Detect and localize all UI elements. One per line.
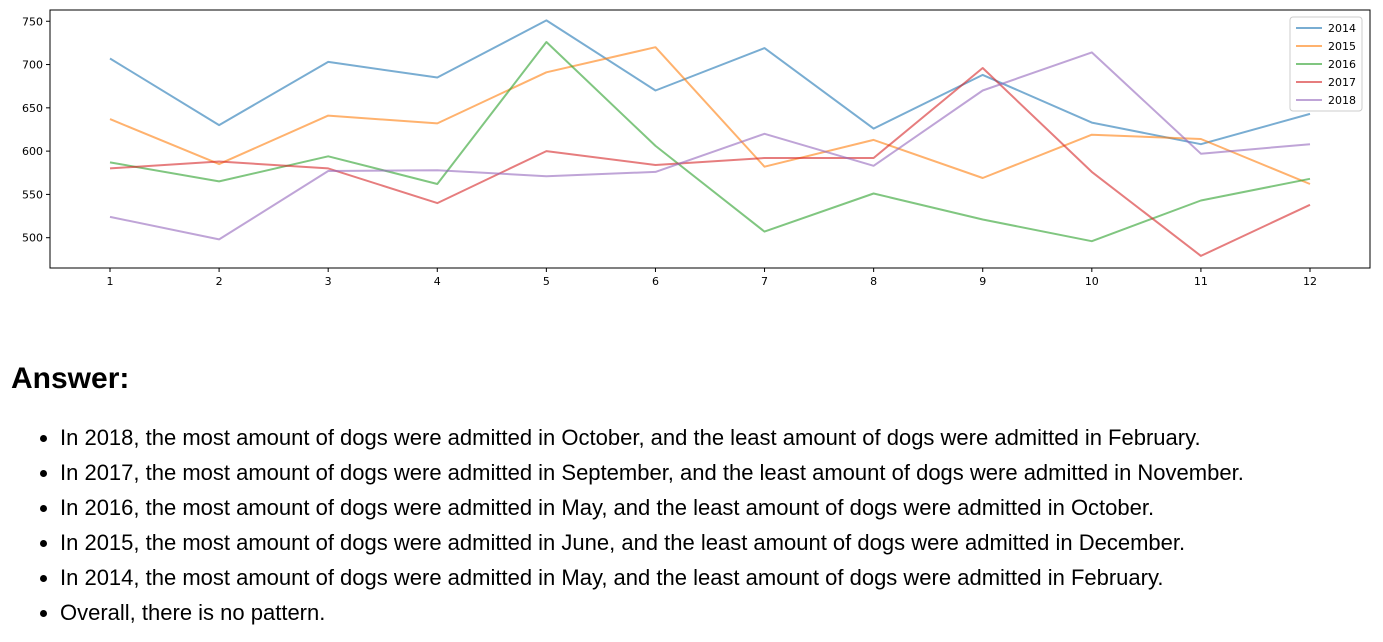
legend-label-2017: 2017	[1328, 76, 1356, 89]
answer-item: Overall, there is no pattern.	[60, 595, 1244, 630]
plot-frame	[49, 9, 1371, 269]
legend-label-2014: 2014	[1328, 22, 1356, 35]
answer-list: In 2018, the most amount of dogs were ad…	[0, 420, 1244, 630]
answer-heading: Answer:	[11, 362, 130, 395]
x-tick-label: 9	[979, 275, 986, 288]
legend-label-2015: 2015	[1328, 40, 1356, 53]
series-line-2016	[109, 41, 1311, 243]
x-tick-label: 2	[216, 275, 223, 288]
answer-item: In 2017, the most amount of dogs were ad…	[60, 455, 1244, 490]
y-tick-label: 500	[22, 232, 43, 245]
x-tick-label: 5	[543, 275, 550, 288]
x-tick-label: 1	[107, 275, 114, 288]
y-tick-label: 750	[22, 15, 43, 28]
legend-label-2018: 2018	[1328, 94, 1356, 107]
y-tick-label: 650	[22, 102, 43, 115]
x-tick-label: 10	[1085, 275, 1099, 288]
y-tick-label: 700	[22, 59, 43, 72]
answer-item: In 2014, the most amount of dogs were ad…	[60, 560, 1244, 595]
series-line-2015	[109, 46, 1311, 185]
y-tick-label: 600	[22, 145, 43, 158]
x-tick-label: 12	[1303, 275, 1317, 288]
legend-label-2016: 2016	[1328, 58, 1356, 71]
x-tick-label: 8	[870, 275, 877, 288]
series-line-2018	[109, 51, 1311, 241]
answer-item: In 2018, the most amount of dogs were ad…	[60, 420, 1244, 455]
series-line-2017	[109, 67, 1311, 257]
x-tick-label: 6	[652, 275, 659, 288]
series-line-2014	[109, 19, 1311, 146]
x-tick-label: 3	[325, 275, 332, 288]
legend-box	[1289, 16, 1363, 112]
x-tick-label: 4	[434, 275, 441, 288]
answer-item: In 2016, the most amount of dogs were ad…	[60, 490, 1244, 525]
y-tick-label: 550	[22, 188, 43, 201]
x-tick-label: 7	[761, 275, 768, 288]
answer-item: In 2015, the most amount of dogs were ad…	[60, 525, 1244, 560]
x-tick-label: 11	[1194, 275, 1208, 288]
